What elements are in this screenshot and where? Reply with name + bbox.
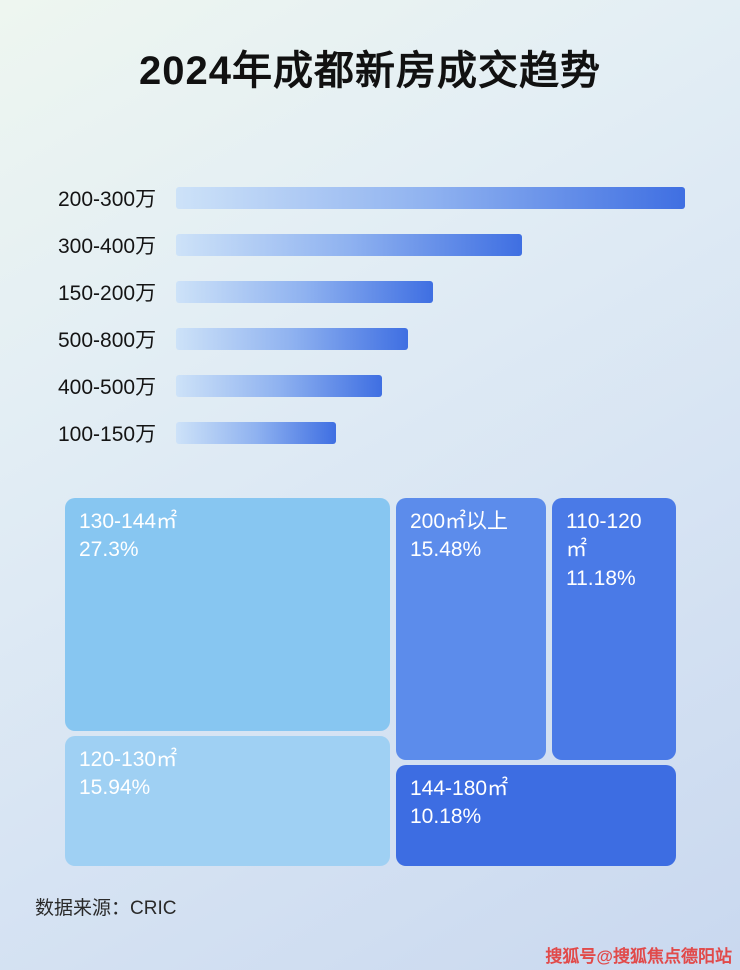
bar-row: 200-300万 [58, 187, 685, 211]
treemap-block-label: 120-130㎡ [79, 748, 178, 771]
bar-fill [176, 422, 337, 444]
bar-row: 150-200万 [58, 281, 685, 305]
treemap-block-120-130: 120-130㎡ 15.94% [65, 736, 390, 866]
bar-fill [176, 328, 408, 350]
treemap-block-value: 27.3% [79, 538, 139, 562]
treemap-block-value: 11.18% [566, 566, 636, 590]
bar-label: 300-400万 [58, 235, 157, 258]
bar-track [176, 187, 685, 209]
treemap-block-label: 200㎡以上 [410, 510, 509, 533]
bar-label: 400-500万 [58, 376, 157, 399]
bar-label: 200-300万 [58, 188, 157, 211]
treemap-block-130-144: 130-144㎡ 27.3% [65, 498, 390, 731]
bar-row: 300-400万 [58, 234, 685, 258]
bar-track [176, 281, 685, 303]
data-source: 数据来源：CRIC [35, 898, 177, 919]
bar-track [176, 234, 685, 256]
bar-fill [176, 281, 434, 303]
bar-row: 100-150万 [58, 422, 685, 446]
treemap-block-label: 144-180㎡ [410, 777, 509, 800]
treemap-block-label: 130-144㎡ [79, 510, 178, 533]
bar-fill [176, 375, 383, 397]
treemap-block-value: 15.94% [79, 776, 151, 800]
bar-track [176, 375, 685, 397]
bar-track [176, 422, 685, 444]
watermark: 搜狐号@搜狐焦点德阳站 [545, 947, 732, 966]
bar-label: 500-800万 [58, 329, 157, 352]
bar-track [176, 328, 685, 350]
bar-label: 150-200万 [58, 282, 157, 305]
bar-label: 100-150万 [58, 423, 157, 446]
price-bar-chart: 200-300万 300-400万 150-200万 500-800万 400-500万… [58, 187, 685, 469]
treemap-block-110-120: 110-120㎡ 11.18% [552, 498, 676, 760]
treemap-block-value: 10.18% [410, 805, 482, 829]
bar-fill [176, 187, 685, 209]
treemap-block-200-plus: 200㎡以上 15.48% [396, 498, 546, 760]
bar-row: 400-500万 [58, 375, 685, 399]
treemap-block-144-180: 144-180㎡ 10.18% [396, 765, 676, 866]
treemap-block-label: 110-120㎡ [566, 510, 642, 562]
page-title: 2024年成都新房成交趋势 [139, 49, 601, 93]
bar-fill [176, 234, 523, 256]
treemap-block-value: 15.48% [410, 538, 482, 562]
bar-row: 500-800万 [58, 328, 685, 352]
